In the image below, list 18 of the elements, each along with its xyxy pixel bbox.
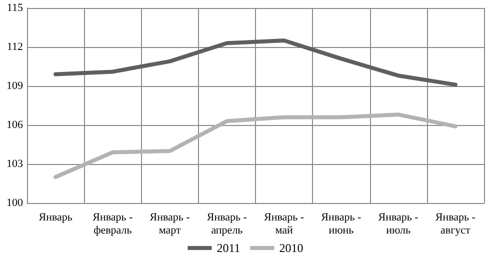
y-tick-label: 100 bbox=[6, 197, 24, 209]
y-tick-label: 112 bbox=[6, 41, 23, 53]
x-tick-label: Январь - февраль bbox=[92, 212, 134, 236]
x-tick-label: Январь - июль bbox=[378, 212, 419, 236]
x-tick-label: Январь bbox=[38, 212, 72, 224]
y-tick-label: 109 bbox=[6, 80, 24, 92]
x-tick-label: Январь - май bbox=[264, 212, 304, 236]
x-tick-label: Январь - март bbox=[150, 212, 190, 236]
legend-label: 2011 bbox=[216, 241, 240, 255]
x-tick-label: Январь - август bbox=[435, 212, 476, 236]
legend-label: 2010 bbox=[279, 241, 304, 255]
line-series bbox=[54, 38, 458, 87]
x-tick-label: Январь - апрель bbox=[206, 212, 248, 236]
line-series bbox=[54, 112, 458, 179]
y-tick-label: 103 bbox=[6, 158, 24, 170]
y-tick-label: 106 bbox=[6, 119, 24, 131]
y-tick-label: 115 bbox=[6, 2, 24, 14]
x-tick-label: Январь - июнь bbox=[321, 212, 362, 236]
